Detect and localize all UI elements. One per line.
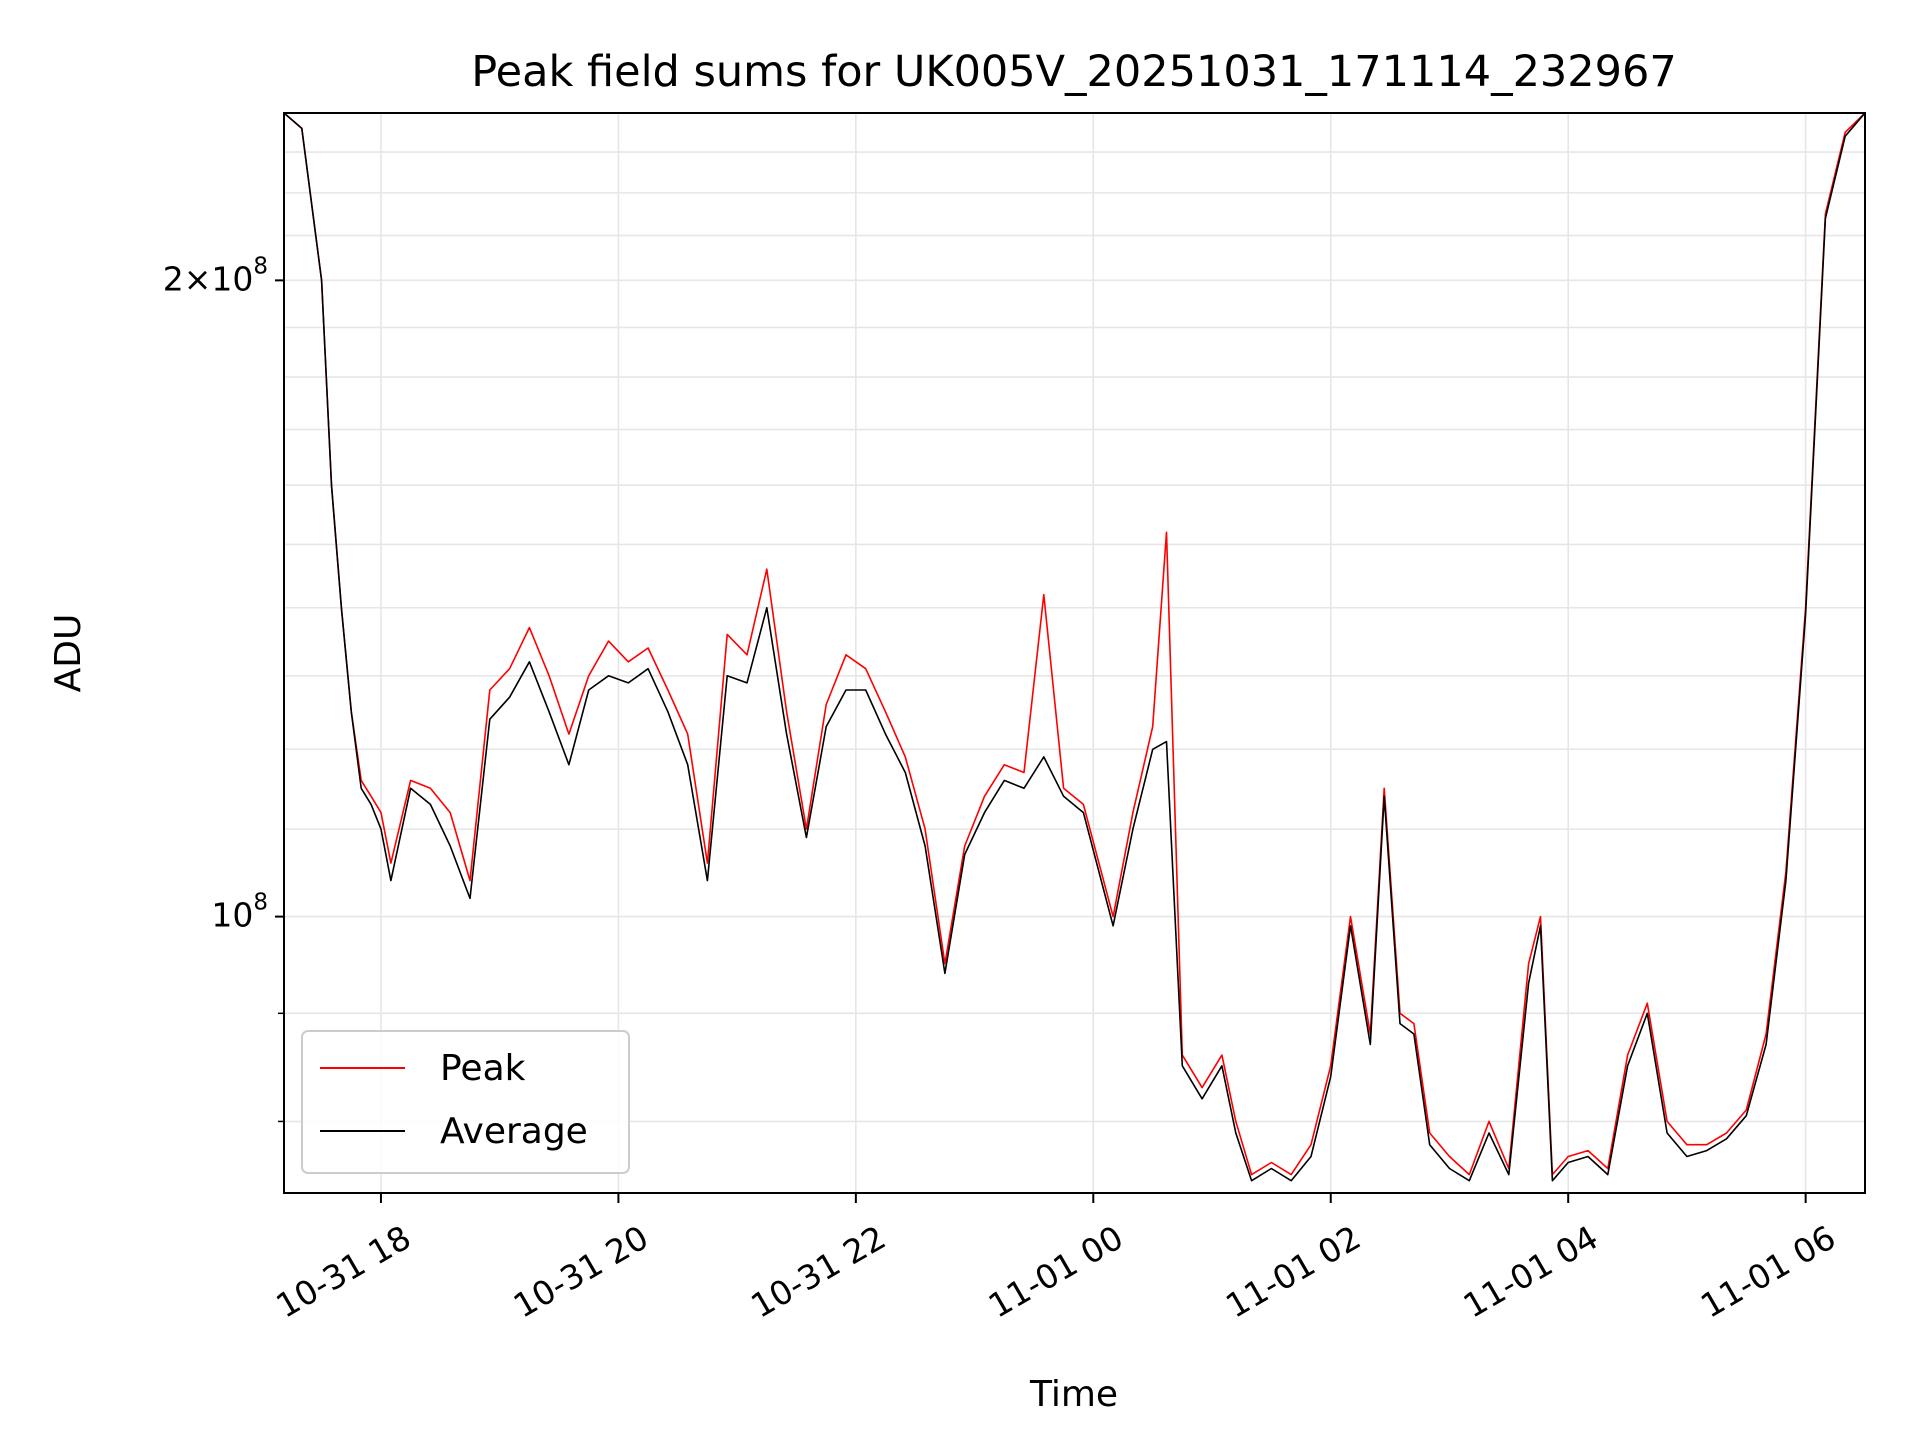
y-tick-label-2e8: 2×108 xyxy=(163,253,268,298)
legend-label-average: Average xyxy=(440,1111,588,1152)
y-tick-label-1e8-base: 10 xyxy=(211,895,253,934)
y-ticks: 2×108 108 xyxy=(163,253,284,1123)
legend-box xyxy=(301,1030,630,1174)
y-tick-label-1e8-exponent: 8 xyxy=(253,889,268,915)
legend-label-peak: Peak xyxy=(440,1048,526,1089)
series-line-average xyxy=(283,112,1866,1182)
grid xyxy=(284,113,1865,1193)
legend: Peak Average xyxy=(301,1030,630,1174)
y-tick-label-2e8-base: 2×10 xyxy=(163,259,254,298)
y-axis-label: ADU xyxy=(48,614,89,693)
chart-title: Peak field sums for UK005V_20251031_1711… xyxy=(471,47,1676,97)
series-layer xyxy=(283,112,1866,1182)
series-line-peak xyxy=(283,112,1866,1176)
y-tick-label-1e8: 108 xyxy=(211,889,268,934)
plot-frame xyxy=(283,112,1866,1194)
x-axis-label: Time xyxy=(1029,1374,1118,1415)
y-tick-label-2e8-exponent: 8 xyxy=(253,253,268,279)
